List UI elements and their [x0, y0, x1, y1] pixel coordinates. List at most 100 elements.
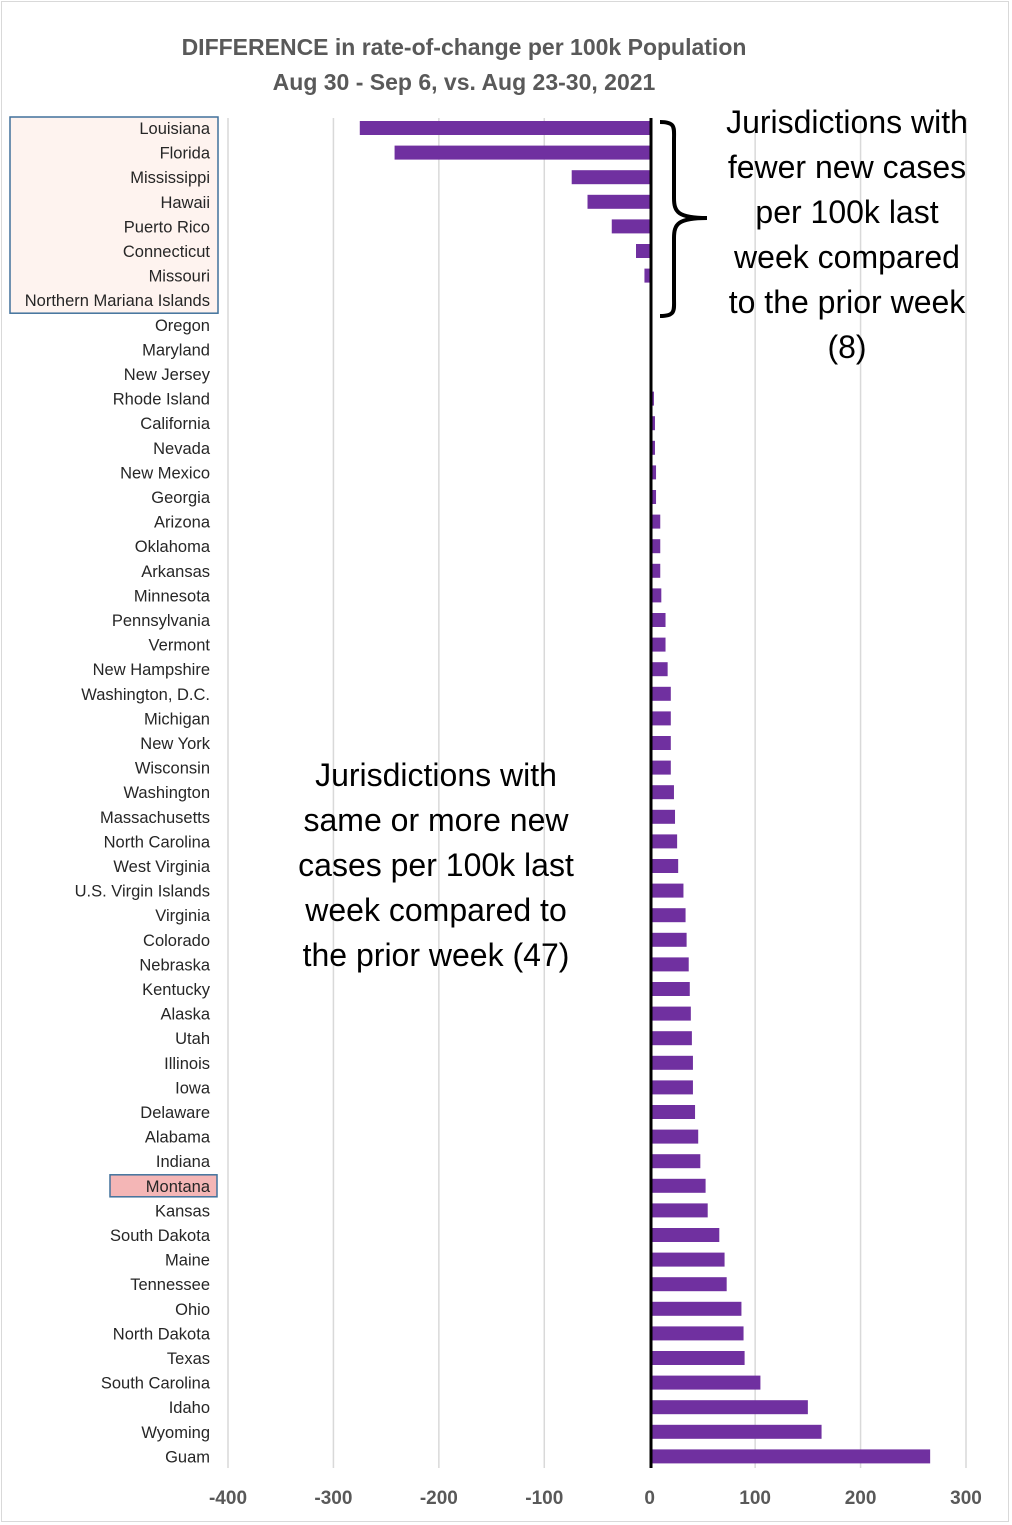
- annotation-line: week compared: [733, 239, 960, 275]
- bar-virginia: [649, 908, 686, 923]
- bar-florida: [394, 145, 650, 160]
- bar-connecticut: [636, 244, 650, 258]
- bar-utah: [649, 1031, 692, 1046]
- category-label-california: California: [140, 415, 211, 433]
- category-label-northern-mariana-islands: Northern Mariana Islands: [25, 292, 210, 310]
- category-label-massachusetts: Massachusetts: [100, 809, 210, 827]
- category-label-vermont: Vermont: [149, 637, 211, 655]
- bar-alaska: [649, 1006, 691, 1021]
- annotation-more-cases: Jurisdictions with same or more new cases …: [298, 757, 574, 973]
- bar-alabama: [649, 1129, 699, 1144]
- bar-vermont: [649, 637, 666, 652]
- category-label-kentucky: Kentucky: [142, 981, 211, 999]
- bar-illinois: [649, 1055, 693, 1070]
- category-labels: Louisiana Florida Mississippi Hawaii Puerto …: [25, 120, 211, 1466]
- bar-missouri: [644, 268, 650, 283]
- bar-south-carolina: [649, 1375, 761, 1390]
- category-label-wisconsin: Wisconsin: [135, 760, 210, 778]
- bar-new-york: [649, 736, 671, 750]
- bar-guam: [649, 1449, 931, 1464]
- bar-oklahoma: [649, 539, 661, 554]
- bar-wyoming: [649, 1424, 822, 1439]
- annotation-line: to the prior week: [729, 284, 967, 320]
- annotation-line: cases per 100k last: [298, 847, 574, 883]
- category-label-rhode-island: Rhode Island: [113, 391, 210, 409]
- bar-louisiana: [359, 121, 650, 135]
- category-label-guam: Guam: [165, 1448, 210, 1466]
- category-label-alaska: Alaska: [160, 1006, 210, 1024]
- curly-brace: [659, 120, 708, 318]
- bar-michigan: [649, 711, 671, 726]
- bar-new-mexico: [649, 465, 657, 480]
- category-label-connecticut: Connecticut: [123, 243, 211, 261]
- category-label-oregon: Oregon: [155, 317, 210, 335]
- category-label-south-carolina: South Carolina: [101, 1375, 211, 1393]
- annotation-line: the prior week (47): [303, 937, 570, 973]
- x-tick-label: 0: [644, 1488, 655, 1509]
- bar-hawaii: [587, 194, 650, 209]
- bar-montana: [649, 1178, 706, 1193]
- category-label-ohio: Ohio: [175, 1301, 210, 1319]
- category-label-minnesota: Minnesota: [134, 587, 211, 605]
- category-label-south-dakota: South Dakota: [110, 1227, 211, 1245]
- bar-north-dakota: [649, 1326, 744, 1341]
- bar-arizona: [649, 514, 661, 529]
- x-tick-label: 200: [845, 1488, 877, 1509]
- bar-washington-d-c: [649, 686, 671, 701]
- bar-maine: [649, 1252, 725, 1267]
- category-label-new-hampshire: New Hampshire: [93, 661, 210, 679]
- category-label-maryland: Maryland: [142, 341, 210, 359]
- category-label-iowa: Iowa: [175, 1079, 211, 1097]
- bar-texas: [649, 1351, 745, 1365]
- category-label-washington: Washington: [123, 784, 210, 802]
- bar-puerto-rico: [611, 219, 650, 234]
- category-label-colorado: Colorado: [143, 932, 210, 950]
- annotation-line: (8): [827, 329, 866, 365]
- bar-idaho: [649, 1400, 808, 1415]
- category-label-florida: Florida: [160, 145, 211, 163]
- category-label-virginia: Virginia: [155, 907, 211, 925]
- chart-title: DIFFERENCE in rate-of-change per 100k Po…: [182, 34, 747, 60]
- annotation-line: week compared to: [304, 892, 566, 928]
- category-label-new-mexico: New Mexico: [120, 464, 210, 482]
- bar-south-dakota: [649, 1228, 720, 1242]
- category-label-louisiana: Louisiana: [139, 120, 210, 138]
- annotation-line: per 100k last: [755, 194, 938, 230]
- category-label-georgia: Georgia: [151, 489, 211, 507]
- bar-indiana: [649, 1154, 701, 1169]
- category-label-wyoming: Wyoming: [141, 1424, 210, 1442]
- category-label-maine: Maine: [165, 1252, 210, 1270]
- bar-tennessee: [649, 1277, 727, 1292]
- category-label-alabama: Alabama: [145, 1129, 211, 1147]
- bar-kentucky: [649, 982, 690, 996]
- category-label-arkansas: Arkansas: [141, 563, 210, 581]
- bar-u-s-virgin-islands: [649, 883, 684, 898]
- bar-arkansas: [649, 563, 661, 578]
- category-label-nevada: Nevada: [153, 440, 211, 458]
- category-label-north-dakota: North Dakota: [113, 1325, 211, 1343]
- annotation-line: Jurisdictions with: [726, 104, 968, 140]
- x-tick-label: 100: [739, 1488, 771, 1509]
- bar-new-hampshire: [649, 662, 668, 677]
- chart-subtitle: Aug 30 - Sep 6, vs. Aug 23-30, 2021: [273, 69, 656, 95]
- bar-kansas: [649, 1203, 708, 1218]
- x-tick-label: -400: [209, 1488, 247, 1509]
- category-label-idaho: Idaho: [169, 1399, 210, 1417]
- category-label-kansas: Kansas: [155, 1202, 210, 1220]
- gridlines: [227, 118, 967, 1468]
- bar-north-carolina: [649, 834, 678, 849]
- category-label-pennsylvania: Pennsylvania: [112, 612, 211, 630]
- bar-mississippi: [571, 170, 650, 185]
- category-label-north-carolina: North Carolina: [104, 833, 211, 851]
- bar-ohio: [649, 1301, 742, 1316]
- category-label-delaware: Delaware: [140, 1104, 210, 1122]
- category-label-illinois: Illinois: [164, 1055, 210, 1073]
- bar-georgia: [649, 490, 657, 504]
- category-label-mississippi: Mississippi: [130, 169, 210, 187]
- category-label-montana: Montana: [146, 1178, 211, 1196]
- category-label-michigan: Michigan: [144, 710, 210, 728]
- annotation-line: fewer new cases: [728, 149, 966, 185]
- category-label-washington-d-c: Washington, D.C.: [81, 686, 210, 704]
